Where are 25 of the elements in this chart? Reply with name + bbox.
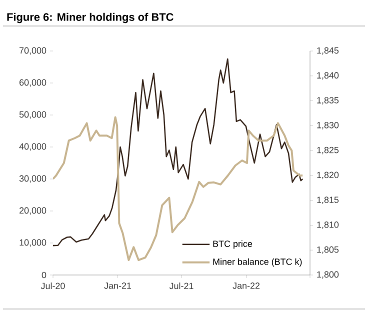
- legend-label: Miner balance (BTC k): [213, 258, 302, 267]
- y-tick-label: 70,000: [20, 47, 46, 55]
- y2-tick-label: 1,845: [317, 47, 339, 55]
- y2-tick-label: 1,830: [317, 122, 339, 130]
- y-tick-label: 10,000: [20, 239, 46, 247]
- y2-tick-label: 1,835: [317, 97, 339, 104]
- y-tick-label: 60,000: [20, 79, 46, 87]
- y-tick-label: 50,000: [19, 111, 46, 119]
- chart-title: Figure 6: Miner holdings of BTC: [7, 12, 174, 24]
- y2-tick-label: 1,800: [317, 271, 339, 279]
- y2-tick-label: 1,815: [317, 196, 339, 204]
- y2-tick-label: 1,820: [317, 172, 339, 180]
- y2-tick-label: 1,825: [317, 146, 339, 154]
- y2-tick-label: 1,805: [317, 246, 339, 254]
- y2-tick-label: 1,840: [317, 72, 339, 80]
- x-tick-label: Jan-21: [104, 282, 132, 289]
- x-tick-label: Jul-20: [40, 282, 65, 290]
- y-tick-label: 20,000: [20, 207, 46, 215]
- x-tick-label: Jan-22: [232, 282, 260, 289]
- y-tick-label: 30,000: [19, 175, 46, 183]
- x-tick-label: Jul-21: [169, 282, 194, 290]
- y-tick-label: 0: [42, 272, 46, 278]
- y-tick-label: 40,000: [19, 143, 46, 151]
- legend-label: BTC price: [213, 240, 252, 249]
- y2-tick-label: 1,810: [317, 222, 339, 229]
